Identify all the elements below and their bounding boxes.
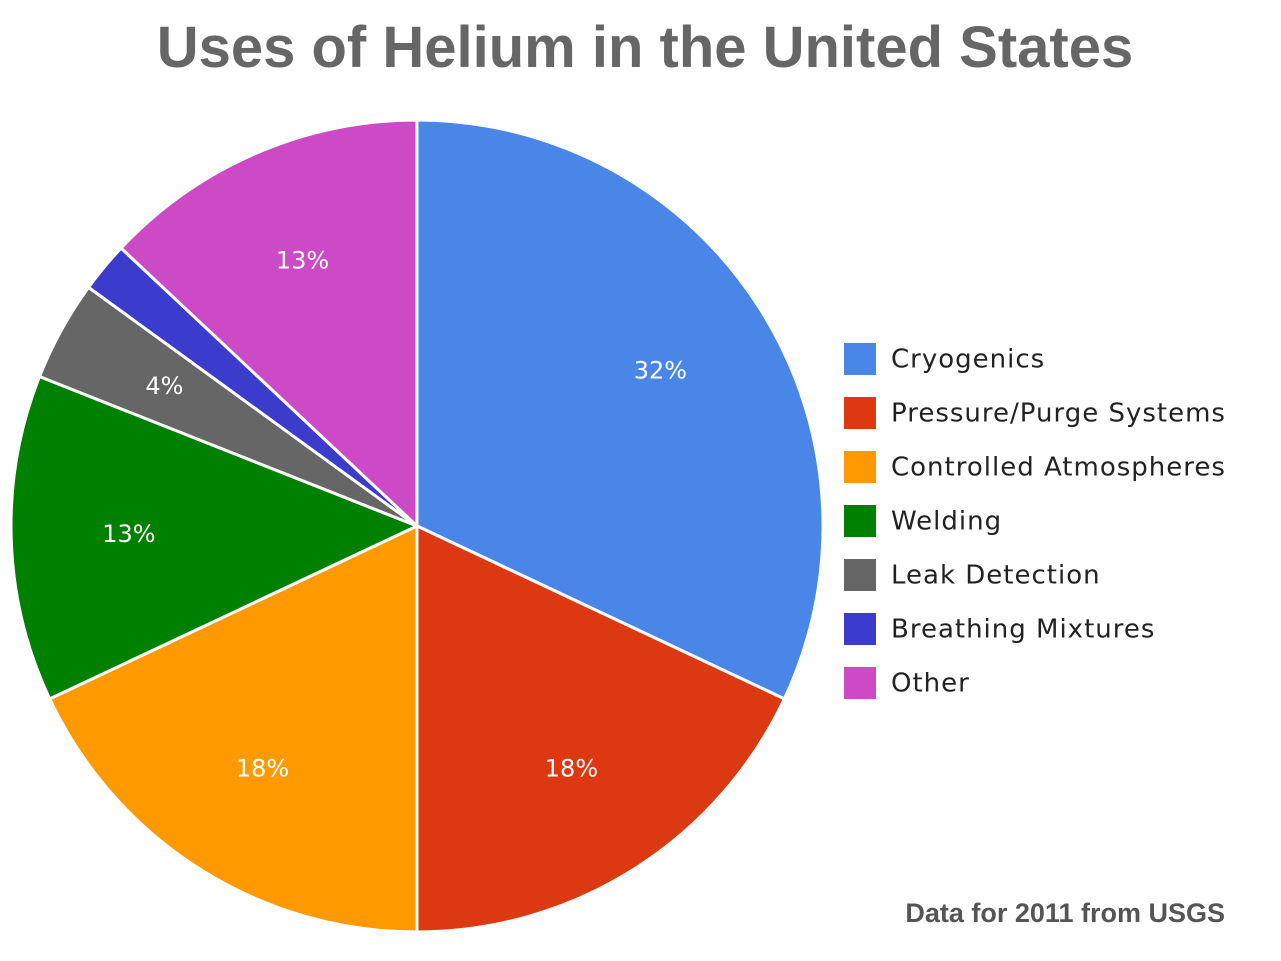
legend-swatch-welding [844, 505, 876, 537]
legend-swatch-pressure-purge-systems [844, 397, 876, 429]
chart-title: Uses of Helium in the United States [157, 15, 1134, 80]
legend-label-leak-detection: Leak Detection [891, 561, 1101, 591]
pie-slice-cryogenics [415, 118, 825, 701]
legend-swatch-leak-detection [844, 559, 876, 591]
legend-swatch-other [844, 667, 876, 699]
legend: Cryogenics Pressure/Purge Systems Controll… [844, 343, 1226, 699]
slice-label-controlled-atmospheres: 18% [236, 754, 289, 782]
slice-label-cryogenics: 32% [634, 357, 687, 385]
slice-label-other: 13% [276, 246, 329, 274]
legend-label-other: Other [891, 669, 970, 699]
pie-slices [9, 118, 825, 934]
source-note: Data for 2011 from USGS [905, 898, 1225, 928]
pie-slice-controlled-atmospheres [47, 523, 419, 934]
legend-label-cryogenics: Cryogenics [891, 345, 1045, 375]
legend-label-pressure-purge-systems: Pressure/Purge Systems [891, 399, 1226, 429]
pie-labels: 32% 18% 18% 13% 4% 13% [102, 246, 687, 782]
slice-label-pressure-purge-systems: 18% [545, 754, 598, 782]
slice-label-welding: 13% [102, 520, 155, 548]
pie-slice-other [118, 118, 419, 530]
legend-swatch-controlled-atmospheres [844, 451, 876, 483]
legend-label-controlled-atmospheres: Controlled Atmospheres [891, 453, 1226, 483]
legend-swatch-cryogenics [844, 343, 876, 375]
pie-slice-pressure-purge-systems [415, 523, 787, 934]
legend-label-breathing-mixtures: Breathing Mixtures [891, 615, 1155, 645]
legend-swatch-breathing-mixtures [844, 613, 876, 645]
slice-label-leak-detection: 4% [145, 372, 183, 400]
pie-slice-welding [9, 374, 421, 701]
legend-label-welding: Welding [891, 507, 1002, 537]
